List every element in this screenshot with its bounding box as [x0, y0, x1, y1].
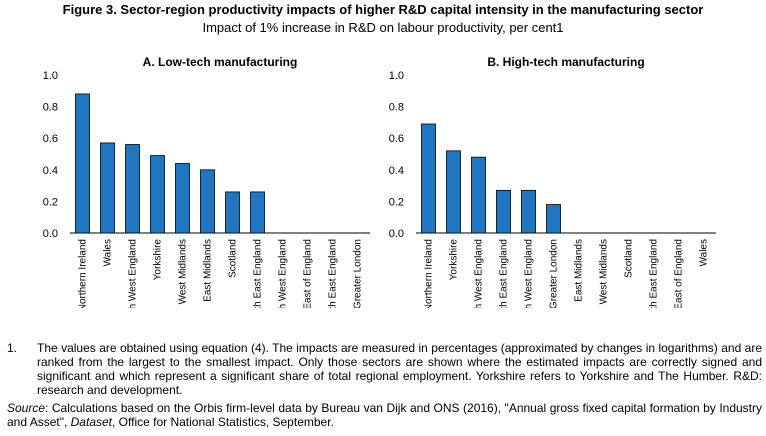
- panel-b-bar: [471, 156, 486, 234]
- panel-b-title: B. High-tech manufacturing: [487, 55, 644, 69]
- panel-a-ytick-label: 0.2: [43, 196, 58, 208]
- panel-b-bar: [521, 189, 536, 234]
- footnote-number: 1.: [7, 341, 18, 355]
- figure-subtitle: Impact of 1% increase in R&D on labour p…: [202, 20, 564, 35]
- panel-a-bar: [100, 142, 115, 234]
- panel-b-category-label: North West England: [474, 239, 485, 308]
- panel-a-bar: [75, 93, 90, 234]
- charts-area: A. Low-tech manufacturing 0.0 0.2 0.4 0.6 0.8…: [0, 48, 766, 308]
- panel-a-category-label: East Midlands: [203, 239, 214, 302]
- panel-b-category-label: North East England: [649, 239, 660, 308]
- panel-a-category-label: West Midlands: [178, 239, 189, 304]
- panel-a-category-label: South East England: [253, 239, 264, 308]
- panel-a-bar: [125, 144, 140, 234]
- panel-a-ytick-label: 0.6: [43, 133, 58, 145]
- panel-b-category-label: Scotland: [624, 239, 635, 278]
- panel-b-ytick-label: 1.0: [389, 70, 404, 82]
- panel-b-bar: [421, 123, 436, 234]
- panel-a-category-label: North East England: [328, 239, 339, 308]
- panel-b-category-label: East of England: [674, 239, 685, 308]
- panel-a-category-label: Scotland: [228, 239, 239, 278]
- panel-b-category-label: Wales: [699, 239, 710, 266]
- panel-a-category-label: Northern Ireland: [78, 239, 89, 308]
- panel-a-ytick-label: 0.4: [43, 165, 58, 177]
- panel-a-category-label: East of England: [303, 239, 314, 308]
- panel-a-bar: [200, 169, 215, 234]
- panel-a-title: A. Low-tech manufacturing: [143, 55, 298, 69]
- panel-a-bar: [250, 191, 265, 234]
- notes-section: 1. The values are obtained using equatio…: [7, 341, 762, 429]
- panel-a-category-label: Greater London: [353, 239, 364, 308]
- panel-a-category-label: North West England: [128, 239, 139, 308]
- bar-charts: A. Low-tech manufacturing 0.0 0.2 0.4 0.6 0.8…: [43, 55, 716, 308]
- panel-a-bar: [150, 155, 165, 234]
- panel-b-bar: [546, 204, 561, 234]
- panel-b-category-label: West Midlands: [599, 239, 610, 304]
- panel-b-category-label: South East England: [499, 239, 510, 308]
- source-note: Source: Calculations based on the Orbis …: [7, 401, 762, 429]
- panel-b-category-label: Northern Ireland: [424, 239, 435, 308]
- panel-b-ytick-label: 0.2: [389, 196, 404, 208]
- panel-b-category-label: East Midlands: [574, 239, 585, 302]
- panel-a-category-label: Yorkshire: [153, 239, 164, 281]
- panel-b-bar: [496, 189, 511, 234]
- source-text-2: , Office for National Statistics, Septem…: [112, 415, 334, 429]
- panel-a-category-label: Wales: [103, 239, 114, 266]
- source-label: Source: [7, 401, 46, 415]
- panel-b-category-label: South West England: [524, 239, 535, 308]
- panel-a-category-label: South West England: [278, 239, 289, 308]
- panel-b-ytick-label: 0.8: [389, 102, 404, 114]
- panel-b-ytick-label: 0.4: [389, 165, 404, 177]
- panel-a-ytick-label: 1.0: [43, 70, 58, 82]
- panel-a-bar: [225, 191, 240, 234]
- source-italic: Dataset: [70, 415, 112, 429]
- panel-a-bar: [175, 163, 190, 234]
- panel-b-category-label: Yorkshire: [449, 239, 460, 281]
- panel-b-category-label: Greater London: [549, 239, 560, 308]
- panel-b-ytick-label: 0.6: [389, 133, 404, 145]
- figure-title: Figure 3. Sector-region productivity imp…: [62, 2, 704, 17]
- panel-b-ytick-label: 0.0: [389, 228, 404, 240]
- footnote: 1. The values are obtained using equatio…: [7, 341, 762, 397]
- source-text-1: : Calculations based on the Orbis firm-l…: [7, 401, 762, 429]
- footnote-text: The values are obtained using equation (…: [37, 341, 762, 397]
- panel-a-ytick-label: 0.8: [43, 102, 58, 114]
- panel-b-bar: [446, 150, 461, 234]
- panel-a-ytick-label: 0.0: [43, 228, 58, 240]
